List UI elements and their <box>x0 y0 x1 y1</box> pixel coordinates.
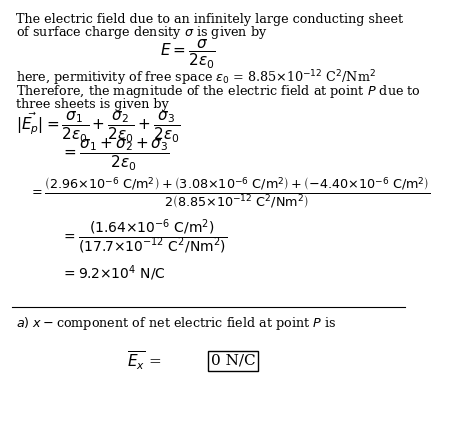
Text: 0 N/C: 0 N/C <box>211 354 255 368</box>
Text: three sheets is given by: three sheets is given by <box>17 98 169 112</box>
Text: $= 9.2{\times}10^{4}\text{ N/C}$: $= 9.2{\times}10^{4}\text{ N/C}$ <box>62 264 166 283</box>
Text: $|\vec{E_p}| = \dfrac{\sigma_1}{2\varepsilon_0} + \dfrac{\sigma_2}{2\varepsilon_: $|\vec{E_p}| = \dfrac{\sigma_1}{2\vareps… <box>17 110 181 145</box>
Text: $= \dfrac{\sigma_1 + \sigma_2 + \sigma_3}{2\varepsilon_0}$: $= \dfrac{\sigma_1 + \sigma_2 + \sigma_3… <box>62 137 170 173</box>
Text: The electric field due to an infinitely large conducting sheet: The electric field due to an infinitely … <box>17 13 403 26</box>
Text: $= \dfrac{\left(2.96{\times}10^{-6}\text{ C/m}^2\right)+\left(3.08{\times}10^{-6: $= \dfrac{\left(2.96{\times}10^{-6}\text… <box>29 176 430 211</box>
Text: of surface charge density $\sigma$ is given by: of surface charge density $\sigma$ is gi… <box>17 24 268 41</box>
Text: $\overline{E_x}$ =: $\overline{E_x}$ = <box>127 350 163 372</box>
Text: here, permitivity of free space $\varepsilon_0$ = 8.85$\times$10$^{-12}$ C$^2$/N: here, permitivity of free space $\vareps… <box>17 69 376 88</box>
Text: $E = \dfrac{\sigma}{2\varepsilon_0}$: $E = \dfrac{\sigma}{2\varepsilon_0}$ <box>160 38 215 71</box>
Text: Therefore, the magnitude of the electric field at point $P$ due to: Therefore, the magnitude of the electric… <box>17 83 421 100</box>
Text: $= \dfrac{\left(1.64{\times}10^{-6}\text{ C/m}^2\right)}{\left(17.7{\times}10^{-: $= \dfrac{\left(1.64{\times}10^{-6}\text… <box>62 218 228 256</box>
Text: $a)$ $x-$component of net electric field at point $P$ is: $a)$ $x-$component of net electric field… <box>17 315 337 332</box>
